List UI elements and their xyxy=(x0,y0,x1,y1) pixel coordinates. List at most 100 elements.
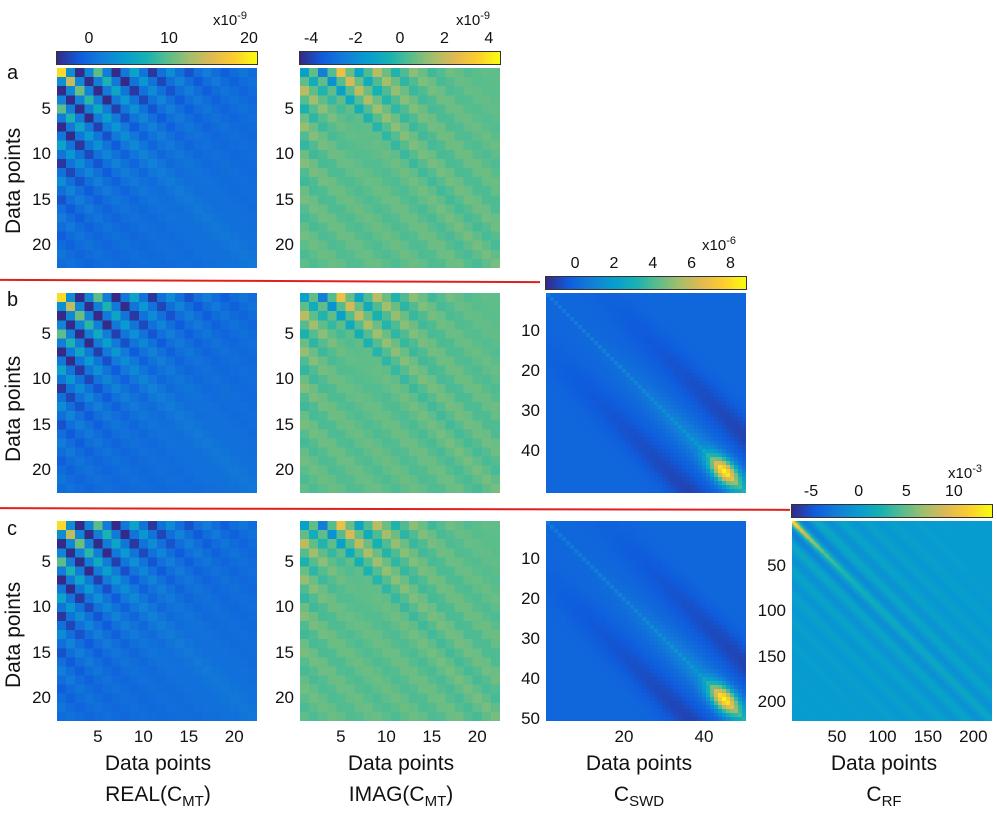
panel-letter-c: c xyxy=(7,518,17,540)
xlabel-real: Data points xyxy=(104,752,212,775)
heatmap-c-swd xyxy=(546,521,746,721)
heatmap-c-real xyxy=(57,521,257,721)
colorbar-exponent-power: -6 xyxy=(726,235,736,247)
xtick-c-rf-3: 200 xyxy=(959,727,988,746)
colorbar-tick-a-imag-3: 2 xyxy=(439,30,449,47)
colorbar-exponent-c-rf: x10-3 xyxy=(948,463,982,482)
heatmap-c-rf xyxy=(792,521,992,721)
colorbar-tick-b-swd-3: 6 xyxy=(687,255,697,272)
colorbar-exponent-power: -3 xyxy=(972,463,982,475)
ytick-b-swd-0: 10 xyxy=(521,321,540,340)
heatmap-b-swd xyxy=(546,293,746,493)
colorbar-tick-a-imag-1: -2 xyxy=(348,30,363,47)
xtick-c-imag-1: 10 xyxy=(376,727,396,746)
xtick-c-swd-1: 40 xyxy=(694,727,714,746)
colorbar-tick-a-imag-0: -4 xyxy=(303,30,319,47)
ytick-b-swd-1: 20 xyxy=(521,361,540,380)
ytick-a-real-2: 15 xyxy=(32,189,51,209)
colorbar-tick-a-real-2: 20 xyxy=(240,30,258,47)
xtick-c-imag-3: 20 xyxy=(467,727,487,746)
xtick-c-rf-0: 50 xyxy=(827,727,847,746)
ytick-b-imag-2: 15 xyxy=(275,414,294,434)
ytick-c-rf-2: 150 xyxy=(757,646,786,666)
xlabel-swd: Data points xyxy=(585,752,693,775)
xtick-c-rf-1: 100 xyxy=(868,727,897,746)
ytick-c-rf-1: 100 xyxy=(757,601,786,621)
colorbar-tick-a-imag-4: 4 xyxy=(484,30,494,47)
ytick-c-real-1: 10 xyxy=(32,597,51,617)
colorbar-tick-c-rf-2: 5 xyxy=(901,483,911,500)
colorbar-exponent-a-real: x10-9 xyxy=(213,10,247,29)
title-real-cmt: REAL(CMT) xyxy=(105,783,211,810)
title-crf: CRF xyxy=(866,783,902,810)
colorbar-exponent-base: x10 xyxy=(213,12,238,29)
ytick-c-real-2: 15 xyxy=(32,642,51,662)
heatmap-b-real xyxy=(57,293,257,493)
ytick-c-rf-0: 50 xyxy=(767,556,786,575)
ytick-c-rf-3: 200 xyxy=(757,692,786,712)
colorbar-tick-c-rf-0: -5 xyxy=(803,483,819,500)
xtick-c-swd-0: 20 xyxy=(614,727,634,746)
colorbar-a-imag xyxy=(299,51,501,65)
ytick-c-real-3: 20 xyxy=(32,688,51,708)
heatmap-a-imag xyxy=(300,68,500,268)
ytick-c-imag-1: 10 xyxy=(275,597,294,617)
colorbar-tick-b-swd-4: 8 xyxy=(726,255,735,272)
ytick-a-imag-1: 10 xyxy=(275,144,294,164)
ytick-c-swd-0: 10 xyxy=(521,549,540,568)
heatmap-b-imag xyxy=(300,293,500,493)
colorbar-exponent-base: x10 xyxy=(702,237,727,254)
colorbar-tick-b-swd-0: 0 xyxy=(570,255,580,272)
ytick-b-swd-3: 40 xyxy=(521,441,540,460)
ytick-b-imag-3: 20 xyxy=(275,460,294,480)
ytick-b-imag-0: 5 xyxy=(284,323,294,343)
ytick-b-real-1: 10 xyxy=(32,369,51,389)
colorbar-tick-a-imag-2: 0 xyxy=(395,30,405,47)
colorbar-tick-a-real-1: 10 xyxy=(160,30,178,47)
xtick-c-imag-0: 5 xyxy=(336,727,346,746)
colorbar-tick-c-rf-1: 0 xyxy=(854,483,864,500)
ytick-c-imag-0: 5 xyxy=(284,551,294,571)
panel-letter-b: b xyxy=(7,289,19,311)
ytick-a-imag-3: 20 xyxy=(275,235,294,255)
ytick-a-imag-0: 5 xyxy=(284,98,294,118)
colorbar-tick-b-swd-1: 2 xyxy=(609,255,619,272)
colorbar-exponent-b-swd: x10-6 xyxy=(702,235,736,254)
xtick-c-real-3: 20 xyxy=(224,727,244,746)
colorbar-exponent-base: x10 xyxy=(948,465,973,482)
row-separator-ab xyxy=(0,278,541,284)
xtick-c-real-1: 10 xyxy=(133,727,153,746)
colorbar-tick-a-real-0: 0 xyxy=(84,30,94,47)
colorbar-tick-c-rf-3: 10 xyxy=(944,483,963,500)
row-separator-bc xyxy=(0,507,791,511)
colorbar-exponent-a-imag: x10-9 xyxy=(456,10,490,29)
xtick-c-real-2: 15 xyxy=(179,727,199,746)
ytick-b-swd-2: 30 xyxy=(521,401,540,420)
ytick-a-real-3: 20 xyxy=(32,235,51,255)
colorbar-b-swd xyxy=(545,276,747,290)
xlabel-rf: Data points xyxy=(830,752,938,775)
ytick-a-real-0: 5 xyxy=(41,98,51,118)
colorbar-tick-b-swd-2: 4 xyxy=(648,255,658,272)
ytick-b-real-0: 5 xyxy=(41,323,51,343)
ytick-c-swd-3: 40 xyxy=(521,669,540,688)
ytick-c-swd-4: 50 xyxy=(521,709,540,728)
title-cswd: CSWD xyxy=(613,783,665,810)
ytick-a-imag-2: 15 xyxy=(275,189,294,209)
ytick-a-real-1: 10 xyxy=(32,144,51,164)
ytick-b-real-3: 20 xyxy=(32,460,51,480)
colorbar-exponent-power: -9 xyxy=(237,10,247,22)
colorbar-a-real xyxy=(56,51,258,65)
heatmap-c-imag xyxy=(300,521,500,721)
xtick-c-imag-2: 15 xyxy=(422,727,442,746)
colorbar-exponent-power: -9 xyxy=(480,10,490,22)
ytick-c-imag-3: 20 xyxy=(275,688,294,708)
colorbar-c-rf xyxy=(791,504,993,518)
ytick-b-imag-1: 10 xyxy=(275,369,294,389)
xtick-c-real-0: 5 xyxy=(93,727,103,746)
ytick-c-real-0: 5 xyxy=(41,551,51,571)
ytick-c-swd-2: 30 xyxy=(521,629,540,648)
xtick-c-rf-2: 150 xyxy=(913,727,943,746)
panel-letter-a: a xyxy=(7,62,19,84)
xlabel-imag: Data points xyxy=(347,752,455,775)
